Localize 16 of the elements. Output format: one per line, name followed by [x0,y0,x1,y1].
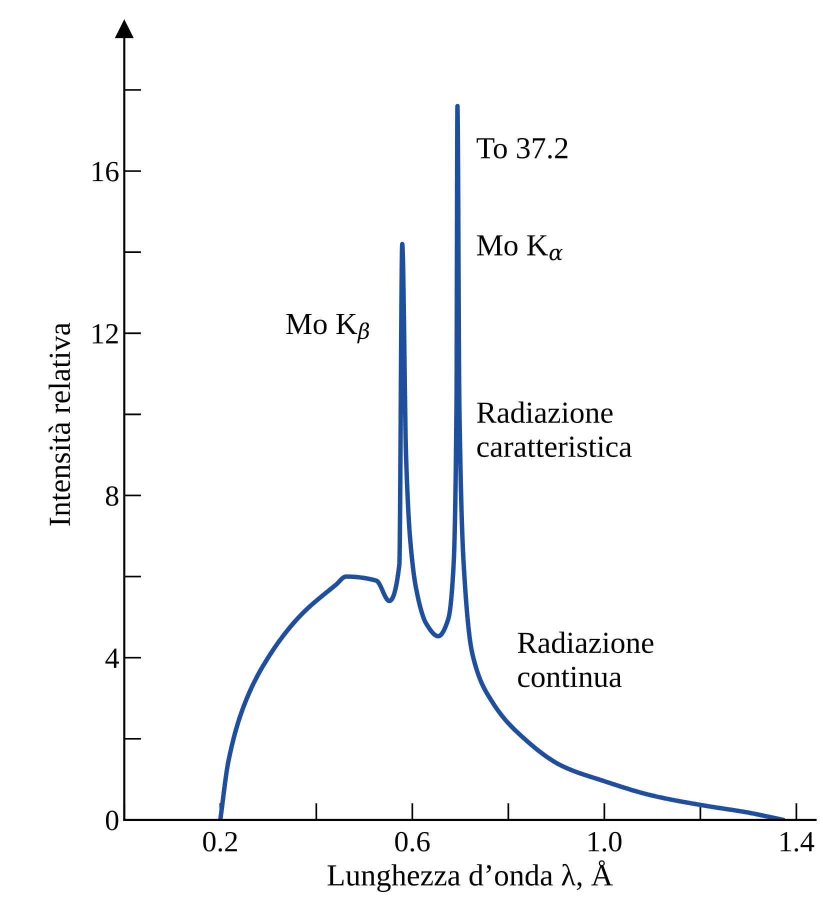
y-tick-label: 4 [105,648,119,668]
y-tick-label: 16 [92,162,119,182]
annotation: Radiazione continua [518,632,654,688]
y-tick-label: 12 [92,324,118,344]
x-tick-label: 1.4 [780,832,814,852]
annotation: Radiazione caratteristica [477,402,632,458]
y-axis-title: Intensità relativa [48,322,70,526]
x-tick-label: 0.6 [395,832,430,852]
annotation: Mo K$_{α}$ [477,235,563,260]
annotation: To 37.2 [476,138,568,159]
x-tick-label: 1.0 [588,832,622,852]
y-tick-label: 8 [106,486,118,506]
x-axis-title: Lunghezza d’onda λ, Å [328,860,613,892]
y-tick-label: 0 [106,810,118,830]
x-tick-label: 0.2 [203,832,237,852]
annotation: Mo K$_{β}$ [286,314,370,344]
